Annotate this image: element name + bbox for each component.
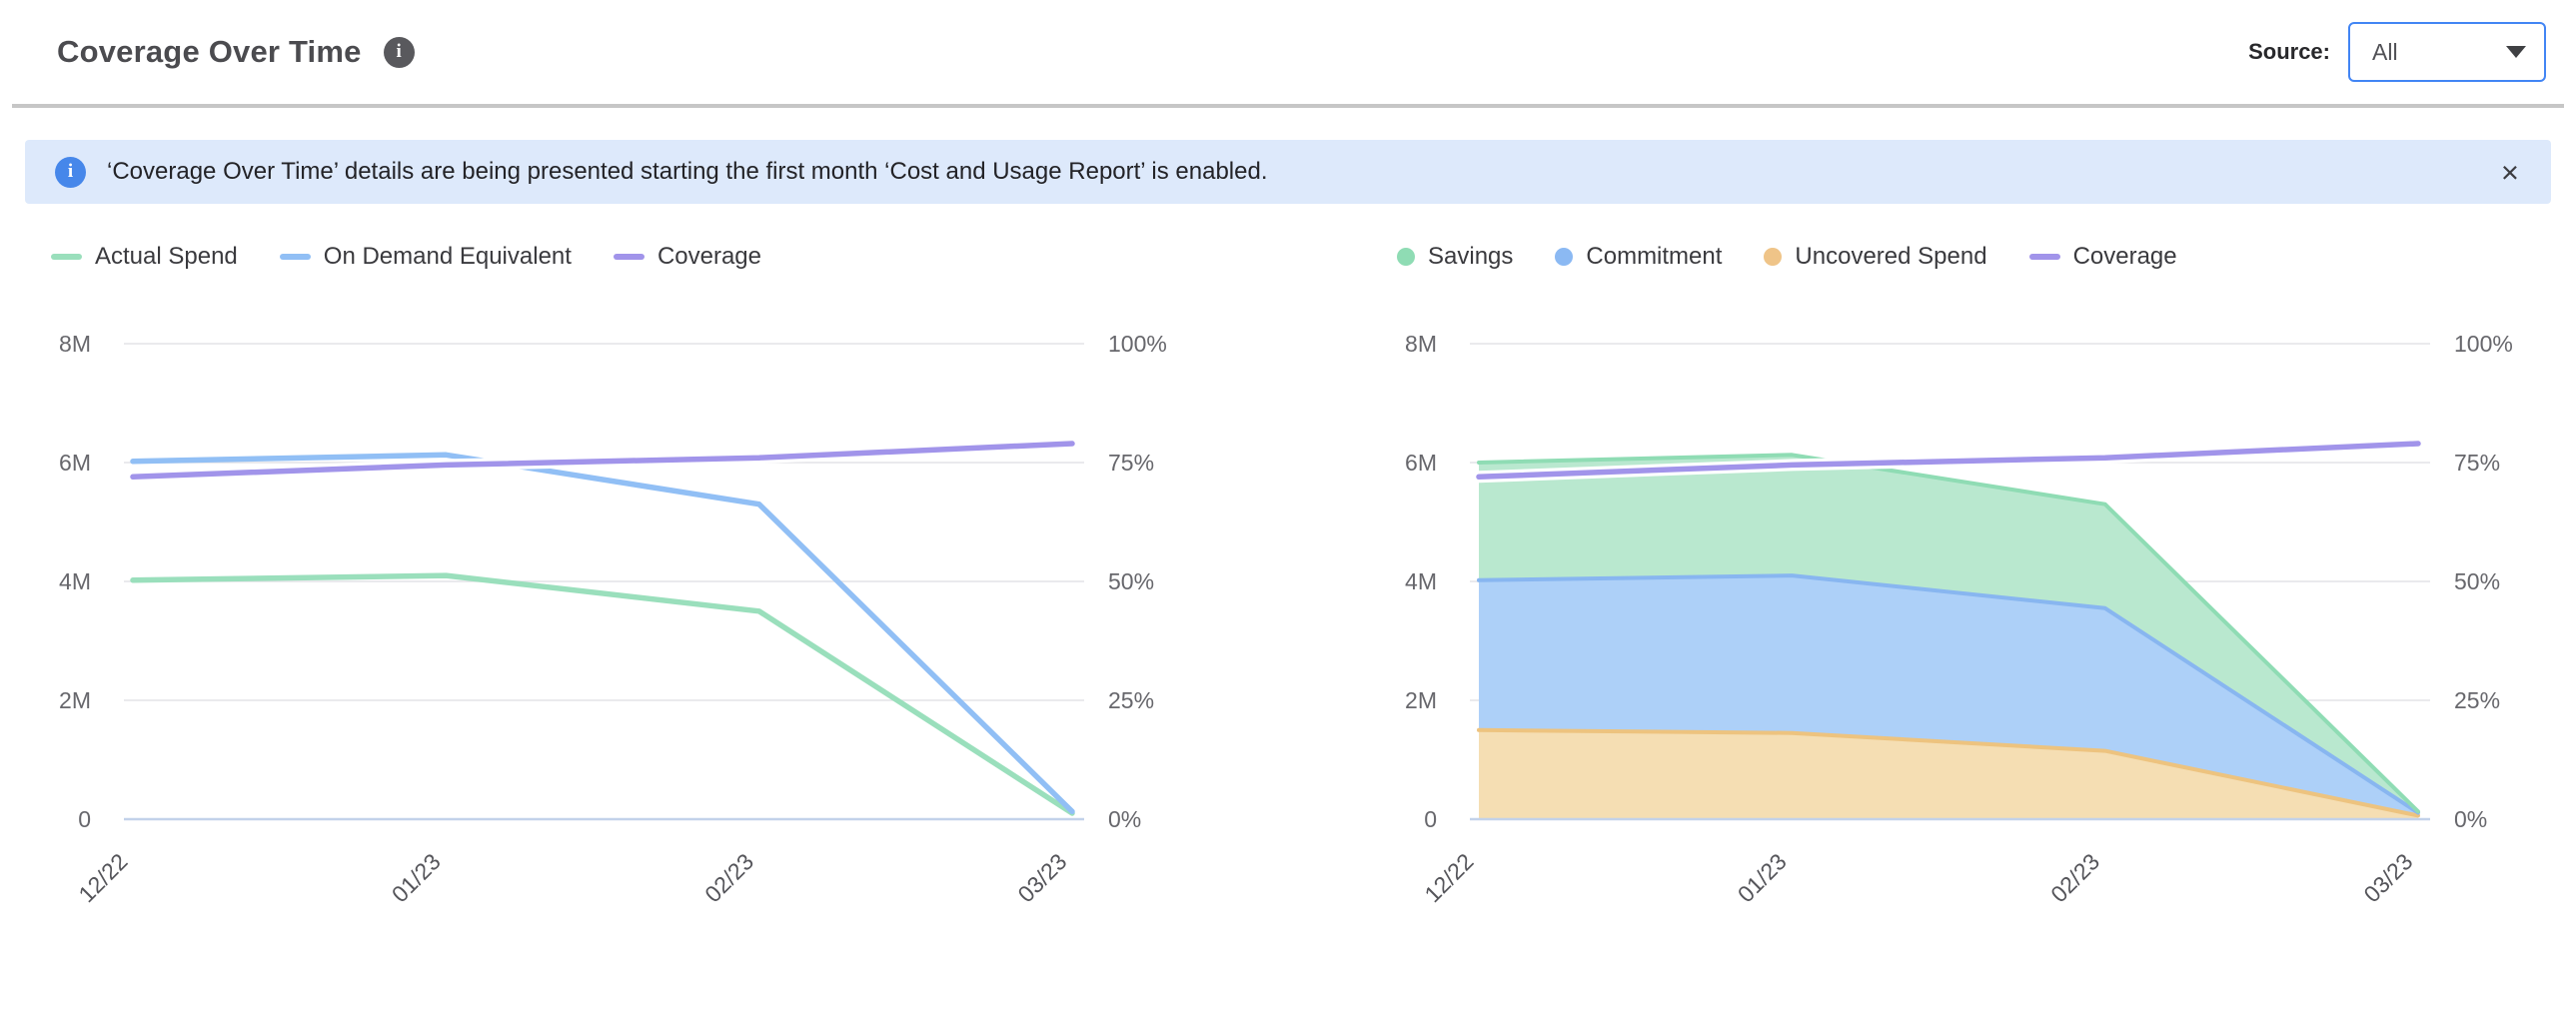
y-axis-tick-right: 0%	[1108, 806, 1141, 832]
legend-dot-savings	[1397, 248, 1415, 266]
info-icon[interactable]: i	[383, 36, 415, 68]
series-on-demand-equivalent-line	[130, 452, 1075, 815]
area-edge-savings	[1477, 453, 2420, 814]
series-actual-spend-line	[130, 572, 1075, 816]
header-divider	[12, 104, 2564, 108]
charts-row: Actual Spend On Demand Equivalent Coverage…	[0, 240, 2576, 1015]
legend-label: Uncovered Spend	[1795, 243, 1987, 270]
series-coverage-line	[130, 441, 1075, 481]
banner-text: ‘Coverage Over Time’ details are being p…	[107, 158, 1268, 185]
legend-label: Coverage	[656, 243, 761, 270]
legend-label: Coverage	[2072, 243, 2177, 270]
y-axis-tick-right: 100%	[2454, 331, 2513, 357]
legend-item-commitment[interactable]: Commitment	[1555, 243, 1722, 271]
widget-header: Coverage Over Time i Source: All	[0, 0, 2576, 104]
legend-line-actual-spend	[51, 254, 82, 260]
x-axis-label: 01/23	[1733, 848, 1792, 907]
y-axis-tick-left: 4M	[1405, 568, 1437, 594]
source-control: Source: All	[2248, 22, 2546, 82]
y-axis-tick-left: 8M	[59, 331, 91, 357]
y-axis-tick-left: 2M	[59, 687, 91, 713]
legend-item-on-demand-equivalent[interactable]: On Demand Equivalent	[279, 243, 572, 271]
close-icon[interactable]: ×	[2500, 154, 2519, 190]
legend-label: On Demand Equivalent	[323, 243, 572, 270]
legend-item-coverage[interactable]: Coverage	[613, 243, 761, 271]
legend-label: Commitment	[1586, 243, 1723, 270]
y-axis-tick-right: 50%	[1108, 568, 1154, 594]
area-edge-uncovered-spend	[1477, 727, 2420, 818]
legend-line-on-demand-equivalent	[279, 254, 311, 260]
legend-item-coverage[interactable]: Coverage	[2028, 243, 2177, 271]
chevron-down-icon	[2506, 46, 2526, 58]
coverage-area-chart: 0 2M 4M 6M 8M 0% 25% 50% 75% 100% 12/22 01/23 02/23 0…	[1405, 331, 2513, 907]
y-axis-tick-left: 6M	[1405, 450, 1437, 476]
info-icon: i	[55, 156, 86, 188]
y-axis-tick-left: 4M	[59, 568, 91, 594]
legend-item-savings[interactable]: Savings	[1397, 243, 1513, 271]
x-axis-label: 02/23	[2045, 848, 2104, 907]
area-edge-commitment	[1477, 573, 2420, 815]
source-dropdown-value: All	[2372, 38, 2398, 65]
y-axis-tick-right: 75%	[1108, 450, 1154, 476]
x-axis-label: 12/22	[1419, 848, 1478, 907]
legend-line-coverage	[2028, 254, 2060, 260]
y-axis-tick-right: 0%	[2454, 806, 2487, 832]
legend-dot-commitment	[1555, 248, 1574, 266]
legend-item-actual-spend[interactable]: Actual Spend	[51, 243, 238, 271]
source-label: Source:	[2248, 39, 2330, 64]
y-axis-tick-right: 25%	[1108, 687, 1154, 713]
x-axis-label: 03/23	[1012, 848, 1071, 907]
coverage-line-chart: 0 2M 4M 6M 8M 0% 25% 50% 75% 100% 12/22 01/23 02/23 0…	[59, 331, 1167, 907]
y-axis-tick-right: 100%	[1108, 331, 1167, 357]
line-chart-panel: Actual Spend On Demand Equivalent Coverage…	[25, 240, 1204, 1015]
area-uncovered-spend	[1479, 729, 2418, 819]
y-axis-tick-left: 6M	[59, 450, 91, 476]
y-axis-tick-left: 0	[1424, 806, 1437, 832]
legend-label: Savings	[1428, 243, 1514, 270]
y-axis-tick-right: 50%	[2454, 568, 2500, 594]
y-axis-tick-left: 2M	[1405, 687, 1437, 713]
legend-dot-uncovered-spend	[1764, 248, 1783, 266]
x-axis-label: 03/23	[2358, 848, 2417, 907]
legend-line-coverage	[613, 254, 644, 260]
page-title: Coverage Over Time	[57, 34, 362, 69]
area-chart-panel: Savings Commitment Uncovered Spend Coverage…	[1371, 240, 2550, 1015]
y-axis-tick-left: 8M	[1405, 331, 1437, 357]
y-axis-tick-left: 0	[78, 806, 91, 832]
x-axis-label: 02/23	[699, 848, 758, 907]
legend-item-uncovered-spend[interactable]: Uncovered Spend	[1764, 243, 1987, 271]
y-axis-tick-right: 25%	[2454, 687, 2500, 713]
area-chart-legend: Savings Commitment Uncovered Spend Coverage	[1371, 240, 2550, 274]
legend-label: Actual Spend	[95, 243, 238, 270]
area-commitment	[1479, 575, 2418, 816]
source-dropdown[interactable]: All	[2348, 22, 2546, 82]
info-banner: i ‘Coverage Over Time’ details are being…	[25, 140, 2551, 204]
y-axis-tick-right: 75%	[2454, 450, 2500, 476]
series-coverage-line	[1476, 441, 2421, 481]
area-savings	[1479, 455, 2418, 813]
x-axis-label: 01/23	[387, 848, 446, 907]
x-axis-label: 12/22	[73, 848, 132, 907]
line-chart-legend: Actual Spend On Demand Equivalent Coverage	[25, 240, 1204, 274]
